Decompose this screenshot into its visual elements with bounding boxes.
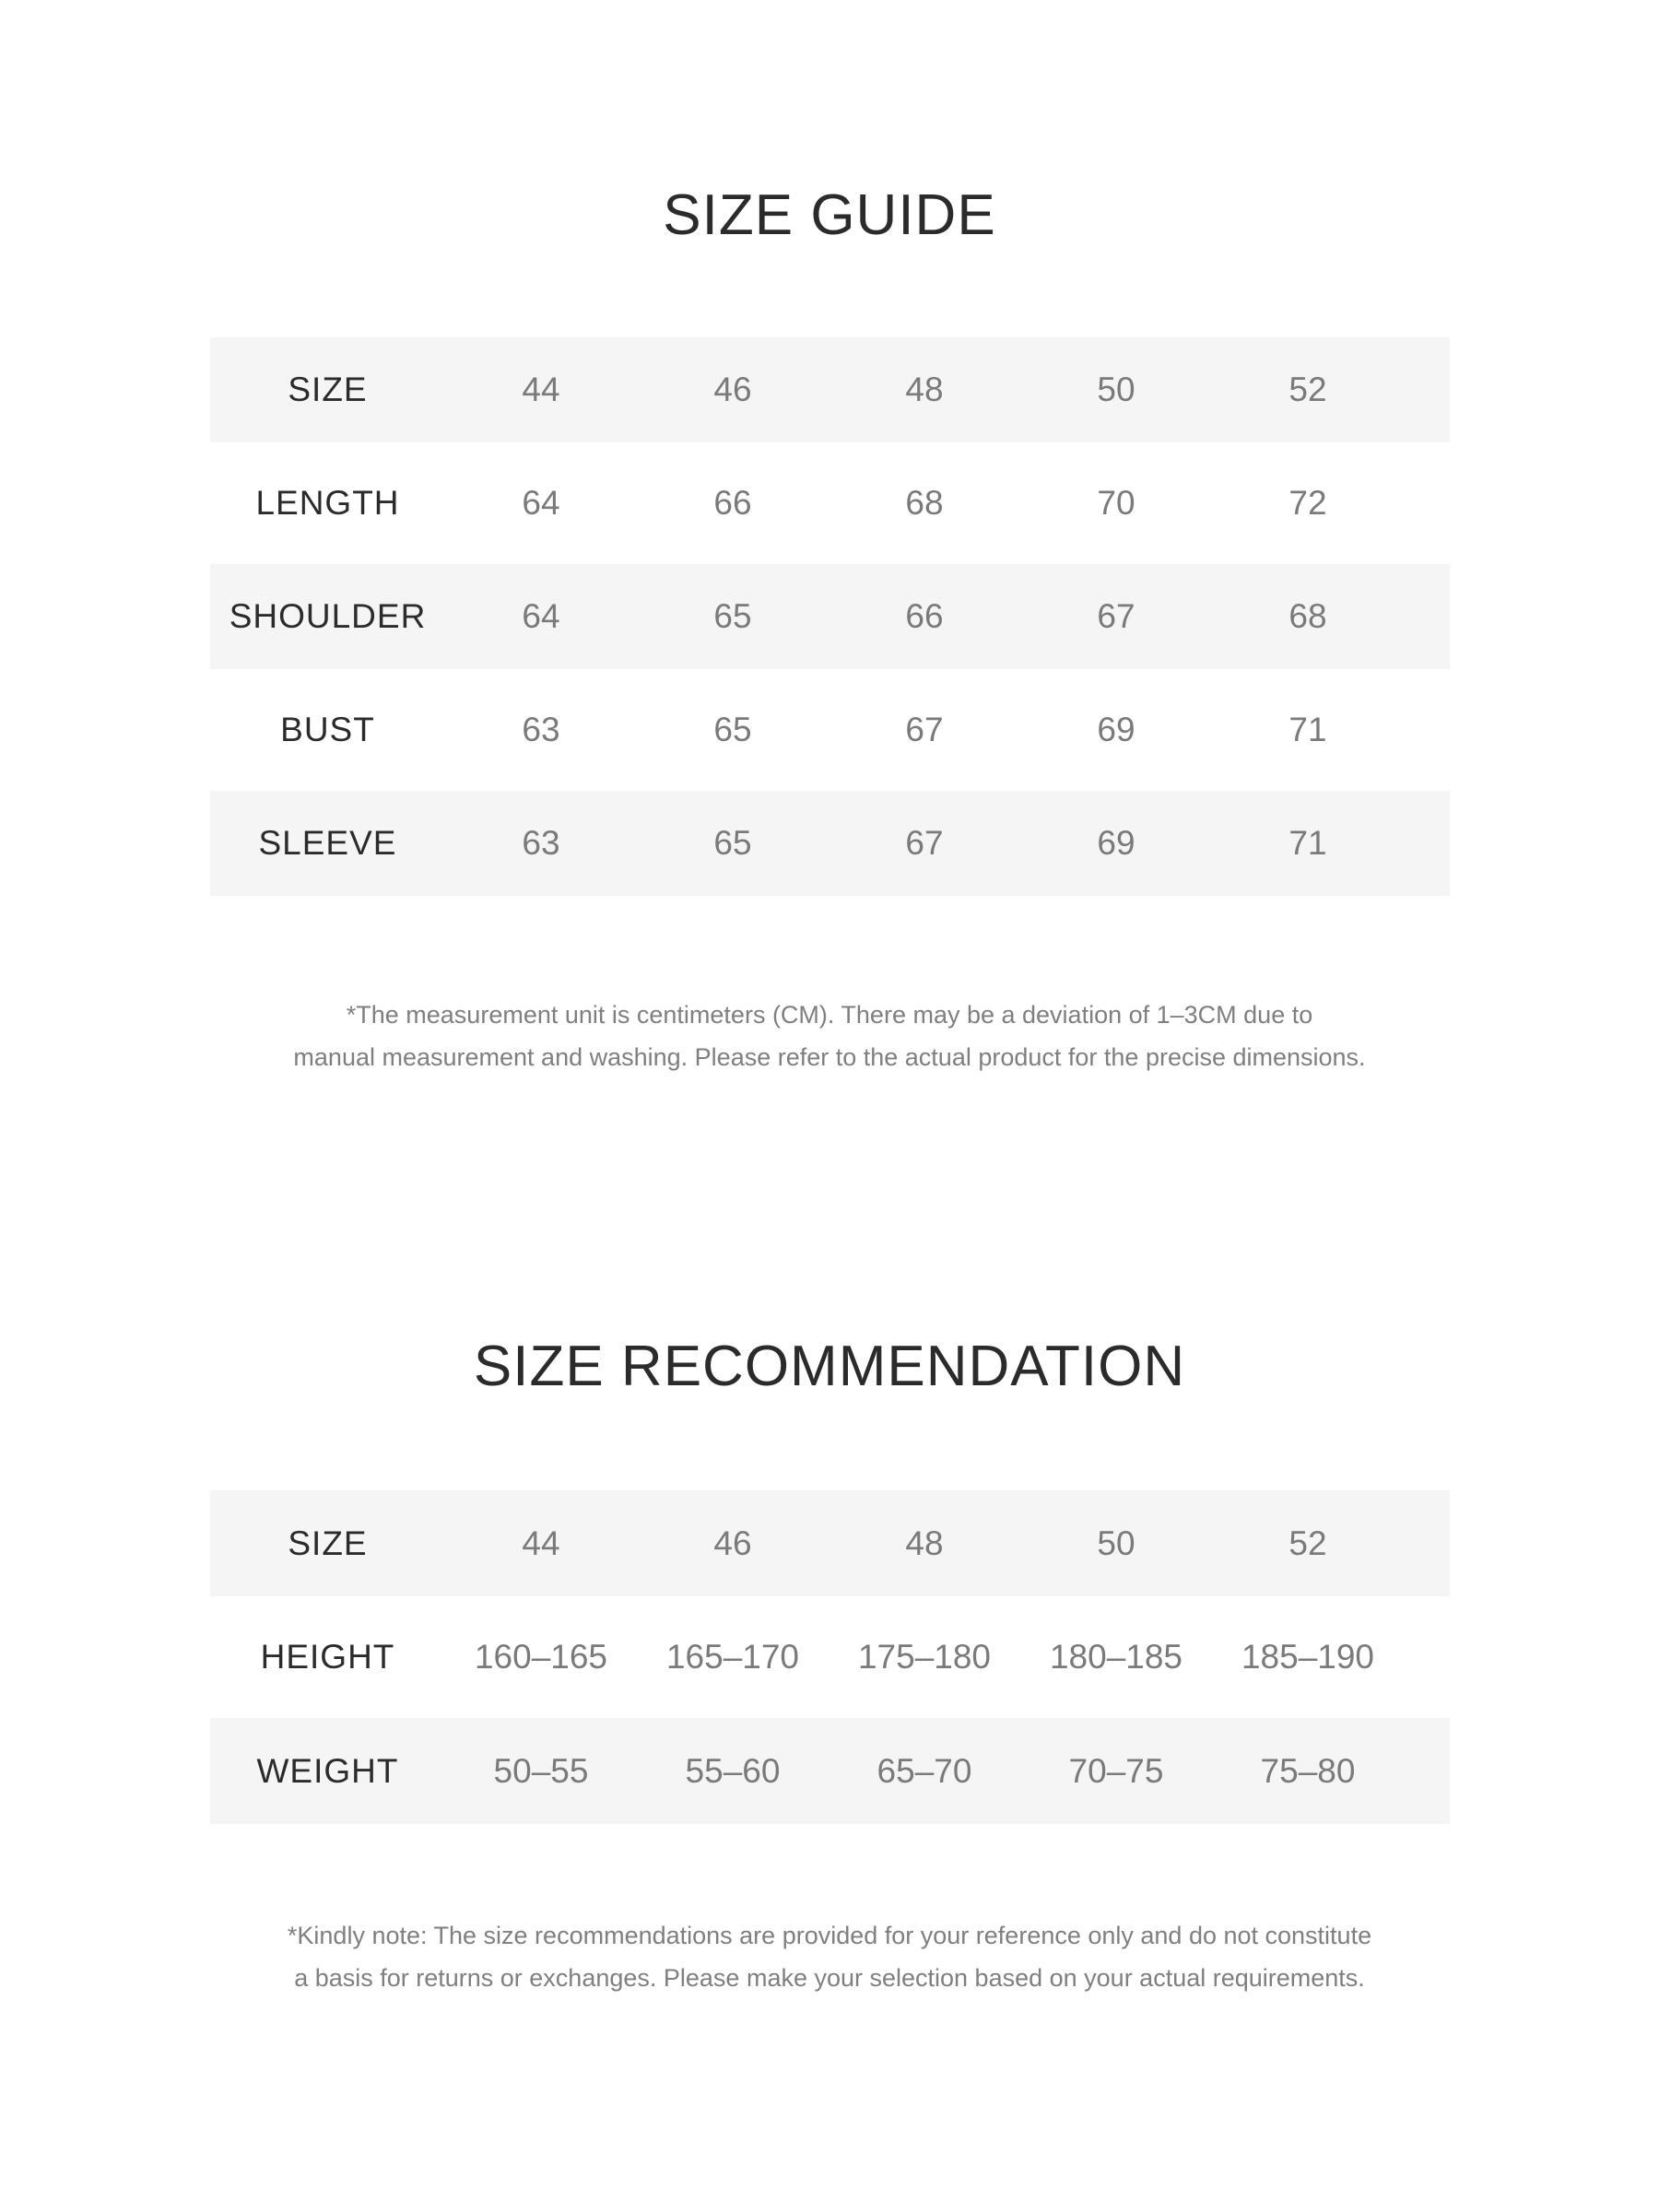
table-cell: 55–60 — [685, 1751, 781, 1790]
table-cell: 67 — [905, 711, 944, 748]
size-guide-note: *The measurement unit is centimeters (CM… — [0, 994, 1659, 1078]
table-row: SHOULDER 64 65 66 67 68 — [210, 564, 1450, 669]
table-cell: 46 — [713, 1524, 752, 1562]
table-cell: 75–80 — [1260, 1751, 1356, 1790]
table-cell: 68 — [1288, 597, 1327, 635]
table-cell: 46 — [713, 371, 752, 408]
row-label: SIZE — [288, 371, 368, 408]
table-cell: 48 — [905, 1524, 944, 1562]
row-label: SHOULDER — [229, 597, 427, 635]
size-guide-table: SIZE 44 46 48 50 52 LENGTH 64 66 68 70 72 SHOULDER 64… — [210, 337, 1450, 896]
table-cell: 63 — [522, 711, 560, 748]
table-cell: 63 — [522, 824, 560, 862]
table-cell: 65 — [713, 597, 752, 635]
row-label: SIZE — [288, 1524, 368, 1562]
table-row: SIZE 44 46 48 50 52 — [210, 337, 1450, 442]
table-cell: 72 — [1288, 484, 1327, 522]
table-row: WEIGHT 50–55 55–60 65–70 70–75 75–80 — [210, 1718, 1450, 1824]
table-cell: 67 — [1097, 597, 1135, 635]
table-cell: 66 — [905, 597, 944, 635]
size-guide-note-line-1: *The measurement unit is centimeters (CM… — [346, 1001, 1313, 1029]
table-cell: 48 — [905, 371, 944, 408]
table-cell: 65 — [713, 824, 752, 862]
row-label: SLEEVE — [258, 824, 397, 862]
size-recommendation-table: SIZE 44 46 48 50 52 HEIGHT 160–165 165–170 175–18… — [210, 1490, 1450, 1824]
table-cell: 52 — [1288, 1524, 1327, 1562]
table-cell: 180–185 — [1049, 1638, 1183, 1676]
table-row: BUST 63 65 67 69 71 — [210, 669, 1450, 791]
size-recommendation-note-line-1: *Kindly note: The size recommendations a… — [287, 1922, 1372, 1949]
table-cell: 52 — [1288, 371, 1327, 408]
table-cell: 65–70 — [877, 1751, 972, 1790]
table-cell: 65 — [713, 711, 752, 748]
row-label: HEIGHT — [260, 1638, 395, 1676]
table-cell: 71 — [1288, 711, 1327, 748]
table-row: LENGTH 64 66 68 70 72 — [210, 442, 1450, 564]
table-cell: 50 — [1097, 1524, 1135, 1562]
size-recommendation-title: SIZE RECOMMENDATION — [473, 1335, 1186, 1398]
table-cell: 66 — [713, 484, 752, 522]
table-row: SLEEVE 63 65 67 69 71 — [210, 791, 1450, 896]
table-cell: 64 — [522, 597, 560, 635]
row-label: BUST — [280, 711, 375, 748]
row-label: LENGTH — [255, 484, 400, 522]
size-guide-note-line-2: manual measurement and washing. Please r… — [293, 1043, 1366, 1071]
table-cell: 64 — [522, 484, 560, 522]
size-recommendation-note: *Kindly note: The size recommendations a… — [0, 1914, 1659, 1999]
table-cell: 165–170 — [665, 1638, 800, 1676]
size-recommendation-note-line-2: a basis for returns or exchanges. Please… — [294, 1964, 1365, 1992]
table-cell: 160–165 — [474, 1638, 608, 1676]
table-cell: 70–75 — [1068, 1751, 1164, 1790]
table-cell: 69 — [1097, 824, 1135, 862]
table-cell: 44 — [522, 371, 560, 408]
table-row: SIZE 44 46 48 50 52 — [210, 1490, 1450, 1596]
table-cell: 50–55 — [493, 1751, 589, 1790]
table-cell: 67 — [905, 824, 944, 862]
table-cell: 185–190 — [1241, 1638, 1375, 1676]
table-cell: 68 — [905, 484, 944, 522]
table-cell: 44 — [522, 1524, 560, 1562]
row-label: WEIGHT — [256, 1751, 399, 1790]
table-row: HEIGHT 160–165 165–170 175–180 180–185 185–19… — [210, 1596, 1450, 1718]
size-guide-title: SIZE GUIDE — [663, 183, 996, 247]
table-cell: 70 — [1097, 484, 1135, 522]
table-cell: 69 — [1097, 711, 1135, 748]
table-cell: 71 — [1288, 824, 1327, 862]
table-cell: 175–180 — [857, 1638, 992, 1676]
table-cell: 50 — [1097, 371, 1135, 408]
